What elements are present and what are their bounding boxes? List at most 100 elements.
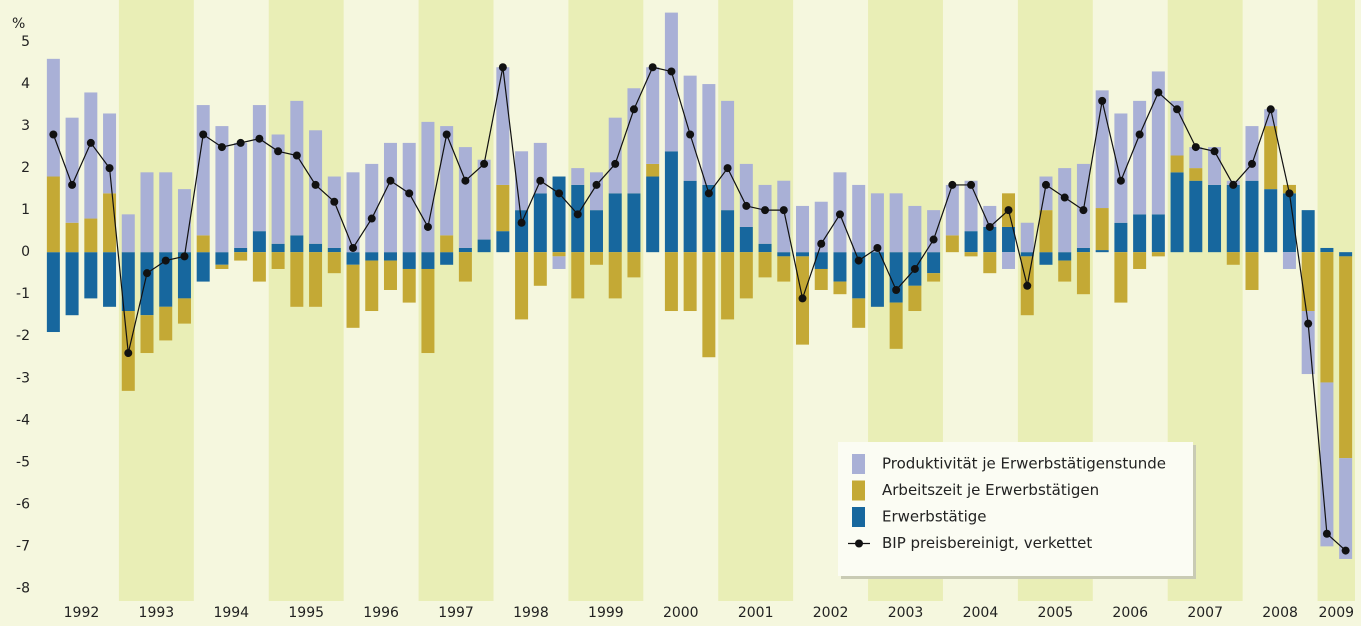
bar [103, 252, 117, 307]
bar [1020, 252, 1034, 257]
bar [159, 172, 173, 253]
line-point [798, 294, 807, 303]
line-point [629, 105, 638, 114]
bar [814, 252, 828, 269]
line-point [49, 130, 58, 139]
bar [1002, 226, 1016, 253]
line-point [1116, 176, 1125, 185]
line-point [817, 239, 826, 248]
bar [964, 252, 978, 257]
line-point [349, 243, 358, 252]
line-point [723, 164, 732, 173]
bar [458, 147, 472, 248]
line-point [1079, 206, 1088, 215]
bar [1151, 71, 1165, 215]
bar [309, 252, 323, 307]
bar [777, 180, 791, 253]
line-point [967, 180, 976, 189]
bar [683, 252, 697, 312]
y-tick-label: -2 [16, 328, 30, 344]
bar [290, 100, 304, 236]
line-point [704, 189, 713, 198]
line-point [779, 206, 788, 215]
bar [1133, 252, 1147, 269]
line-point [892, 285, 901, 294]
legend-swatch [852, 480, 865, 501]
line-point [1322, 529, 1331, 538]
bar [327, 176, 341, 248]
bar [290, 235, 304, 253]
bar [327, 247, 341, 253]
bar [627, 252, 641, 278]
bar [1114, 252, 1128, 303]
line-point [1210, 147, 1219, 156]
legend: Produktivität je Erwerbstätigenstunde Arb… [838, 442, 1196, 579]
bar [234, 247, 248, 253]
x-tick-label: 2000 [663, 605, 699, 621]
bar [589, 210, 603, 253]
line-point [835, 210, 844, 219]
bar [327, 252, 341, 274]
legend-label: Produktivität je Erwerbstätigenstunde [882, 455, 1166, 473]
bar [1320, 252, 1334, 383]
bar [889, 302, 903, 349]
line-point [1285, 189, 1294, 198]
x-tick-label: 2001 [738, 605, 774, 621]
bar [964, 231, 978, 253]
bar [365, 252, 379, 261]
line-point [311, 180, 320, 189]
y-tick-label: 4 [21, 76, 30, 92]
legend-dot [855, 539, 863, 548]
bar [1226, 184, 1240, 253]
bar [702, 84, 716, 185]
line-point [442, 130, 451, 139]
bar [908, 285, 922, 312]
bar [664, 12, 678, 152]
bar [777, 252, 791, 257]
line-point [1191, 143, 1200, 152]
line [52, 66, 1347, 552]
bar [889, 193, 903, 253]
line-point [1135, 130, 1144, 139]
line-point [386, 176, 395, 185]
y-tick-label: -3 [16, 370, 30, 386]
bar [383, 252, 397, 261]
x-tick-label: 2008 [1262, 605, 1298, 621]
bar [440, 126, 454, 236]
bar [84, 218, 98, 253]
bar [177, 252, 191, 299]
bar [177, 298, 191, 324]
line-point [873, 243, 882, 252]
bar [140, 172, 154, 253]
bar [1245, 126, 1259, 181]
x-tick-label: 1993 [139, 605, 175, 621]
line-point [330, 197, 339, 206]
line-point [854, 256, 863, 265]
line-point [555, 189, 564, 198]
bar [908, 205, 922, 253]
line-point [86, 138, 95, 147]
legend-label: Erwerbstätige [882, 508, 987, 526]
bar [271, 243, 285, 253]
bar [552, 176, 566, 253]
bar [1339, 458, 1353, 559]
line-point [1173, 105, 1182, 114]
bar [777, 256, 791, 282]
bar [46, 58, 60, 177]
bar [646, 163, 660, 177]
bar [103, 113, 117, 194]
bar [664, 252, 678, 312]
bar [1002, 252, 1016, 269]
x-tick-label: 1996 [363, 605, 399, 621]
line-point [1341, 546, 1350, 555]
x-tick-label: 2004 [963, 605, 999, 621]
bar [421, 252, 435, 269]
line-point [236, 138, 245, 147]
line-point [910, 264, 919, 273]
bar [1189, 180, 1203, 253]
bar [571, 168, 585, 185]
bar [1039, 252, 1053, 265]
bar [458, 252, 472, 282]
bar [627, 88, 641, 194]
bar [1076, 252, 1090, 295]
